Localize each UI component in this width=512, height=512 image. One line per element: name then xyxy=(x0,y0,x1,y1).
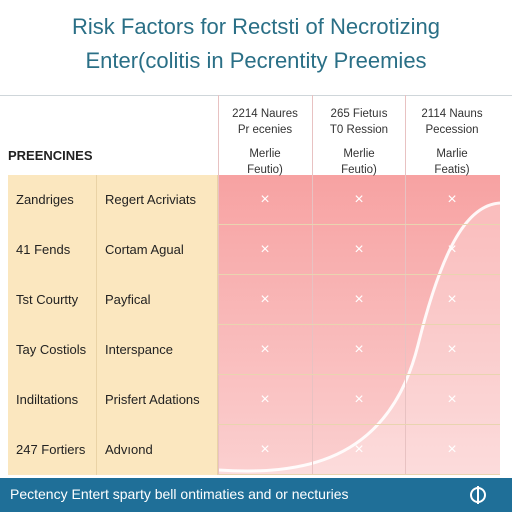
column-header-line: 2214 Naures xyxy=(232,108,298,120)
risk-factor: Interspance xyxy=(97,325,218,375)
footer: Pectency Entert sparty bell ontimaties a… xyxy=(0,478,512,512)
cell-mark: × xyxy=(260,341,270,358)
row-label: Indiltations xyxy=(8,375,97,425)
row-header: PREENCINES xyxy=(8,148,93,163)
column-header-line: Featis) xyxy=(434,164,470,176)
cell-mark: × xyxy=(260,441,270,458)
trend-curve xyxy=(218,201,500,475)
column-header: 2214 Naures Pr ecenies Merlie Feutio) xyxy=(218,106,312,178)
cell-mark: × xyxy=(354,291,364,308)
column-header-line: Feutio) xyxy=(341,164,377,176)
table: Zandriges Regert Acrivіats × × × 41 Fends Cort… xyxy=(8,175,500,475)
cell-mark: × xyxy=(447,191,457,208)
column-header-line: Merlie xyxy=(249,148,281,160)
column-header: 2114 Nauns Pecession Marlie Featis) xyxy=(405,106,499,178)
risk-factor: Advıond xyxy=(97,425,218,475)
risk-area xyxy=(218,175,500,475)
risk-factor: Cortam Agual xyxy=(97,225,218,275)
cell-mark: × xyxy=(260,241,270,258)
divider xyxy=(0,95,512,96)
table-row: Tst Courtty Payfical × × × xyxy=(8,275,500,325)
column-divider xyxy=(218,95,219,475)
row-label: 41 Fends xyxy=(8,225,97,275)
column-header-line: 2114 Nauns xyxy=(421,108,483,120)
cell-mark: × xyxy=(447,241,457,258)
column-header-line: Feutio) xyxy=(247,164,283,176)
cell-mark: × xyxy=(354,391,364,408)
cell-mark: × xyxy=(260,291,270,308)
row-label: Zandriges xyxy=(8,175,97,225)
table-row: 247 Fortiers Advıond × × × xyxy=(8,425,500,475)
cell-mark: × xyxy=(447,341,457,358)
cell-mark: × xyxy=(354,441,364,458)
table-row: Indiltations Prisfert Adations × × × xyxy=(8,375,500,425)
column-header-line: Merlie xyxy=(343,148,375,160)
title-line: Risk Factors for Rectsti of Necrotizing xyxy=(72,14,440,39)
row-label: 247 Fortiers xyxy=(8,425,97,475)
column-header-line: 265 Fietuıs xyxy=(330,108,388,120)
table-row: Tay Costiols Interspance × × × xyxy=(8,325,500,375)
column-divider xyxy=(405,95,406,475)
cell-mark: × xyxy=(354,341,364,358)
column-header-line: Pecession xyxy=(425,124,479,136)
cell-mark: × xyxy=(447,391,457,408)
column-header-line: Pr ecenies xyxy=(237,124,293,136)
risk-factor: Regert Acrivіats xyxy=(97,175,218,225)
column-divider xyxy=(312,95,313,475)
table-row: Zandriges Regert Acrivіats × × × xyxy=(8,175,500,225)
row-label: Tst Courtty xyxy=(8,275,97,325)
title-line: Enter(colitis in Pecrentity Preemies xyxy=(85,48,427,73)
column-header-line: T0 Ression xyxy=(329,124,389,136)
cell-mark: × xyxy=(447,441,457,458)
row-label: Tay Costiols xyxy=(8,325,97,375)
risk-factor: Payfical xyxy=(97,275,218,325)
table-row: 41 Fends Cortam Agual × × × xyxy=(8,225,500,275)
cell-mark: × xyxy=(354,241,364,258)
cell-mark: × xyxy=(260,191,270,208)
column-header-line: Marlie xyxy=(436,148,468,160)
cell-mark: × xyxy=(447,291,457,308)
risk-factor: Prisfert Adations xyxy=(97,375,218,425)
logo-icon xyxy=(470,486,486,504)
cell-mark: × xyxy=(354,191,364,208)
cell-mark: × xyxy=(260,391,270,408)
column-header: 265 Fietuıs T0 Ression Merlie Feutio) xyxy=(312,106,406,178)
